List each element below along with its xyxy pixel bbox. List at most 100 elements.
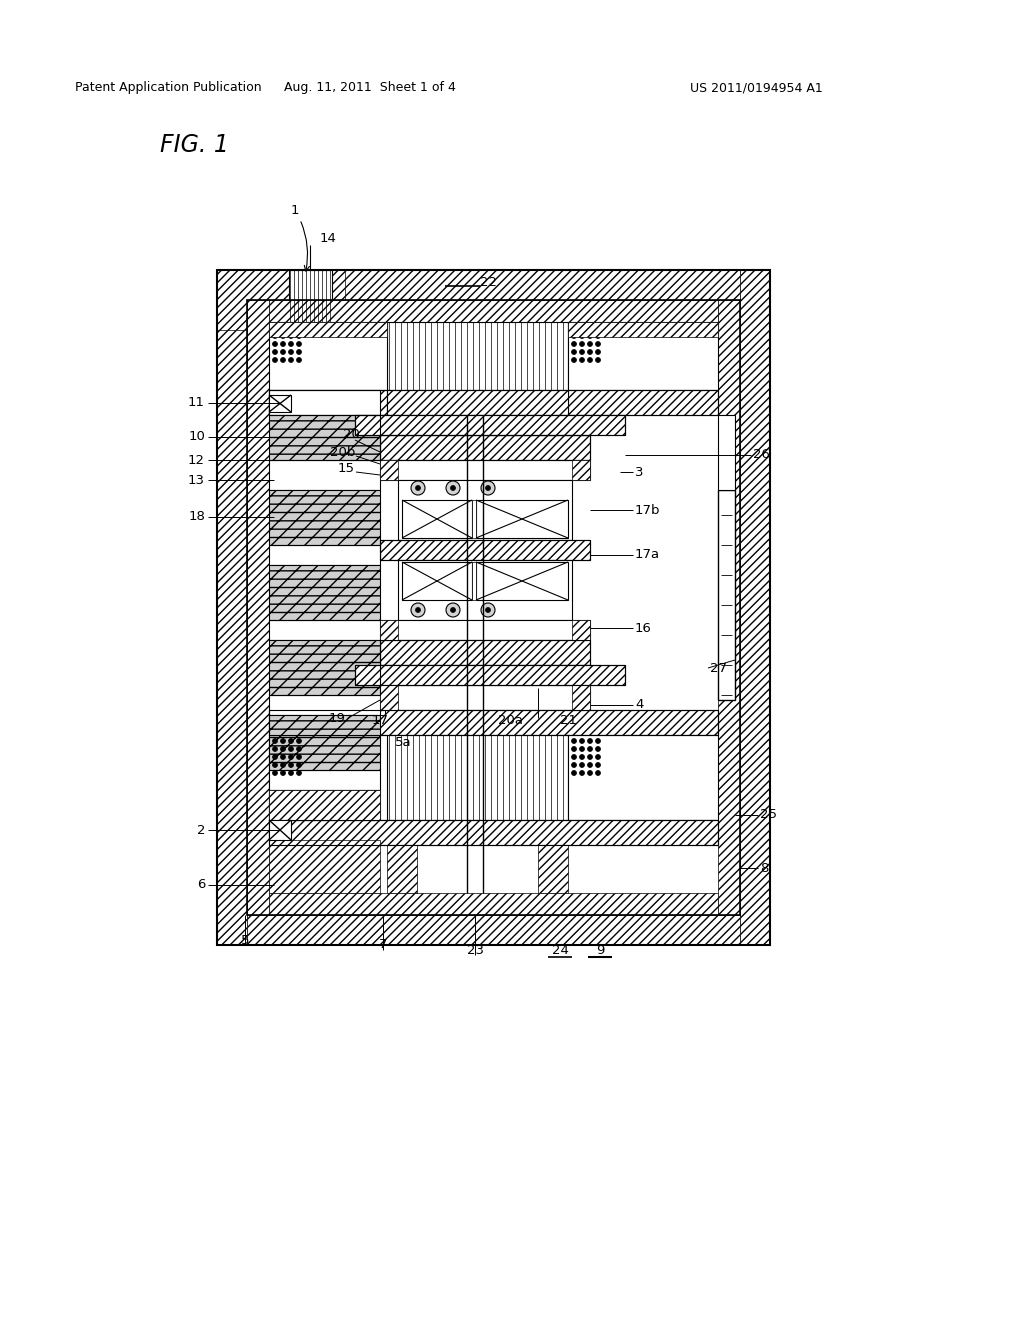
Bar	[572, 459, 590, 480]
Circle shape	[289, 747, 294, 751]
Text: 23: 23	[467, 944, 483, 957]
Bar	[269, 395, 291, 412]
Bar	[380, 685, 398, 710]
Bar	[402, 500, 472, 539]
Bar	[269, 322, 387, 389]
Circle shape	[297, 747, 301, 751]
Text: 8: 8	[760, 862, 768, 874]
Bar	[269, 565, 380, 620]
Bar	[740, 271, 770, 945]
Circle shape	[571, 350, 577, 355]
Bar	[269, 640, 380, 696]
Circle shape	[281, 326, 286, 330]
Bar	[269, 770, 380, 789]
Bar	[718, 300, 740, 915]
Bar	[380, 685, 590, 710]
Circle shape	[297, 334, 301, 338]
Bar	[718, 414, 735, 490]
Circle shape	[272, 771, 278, 776]
Text: 26: 26	[753, 449, 770, 462]
Circle shape	[289, 350, 294, 355]
Text: FIG. 1: FIG. 1	[160, 133, 229, 157]
Circle shape	[588, 342, 593, 346]
Bar	[538, 845, 568, 894]
Circle shape	[411, 480, 425, 495]
Text: 21: 21	[560, 714, 577, 726]
Bar	[387, 845, 417, 894]
Bar	[269, 820, 718, 845]
Circle shape	[289, 755, 294, 759]
Text: 12: 12	[188, 454, 205, 466]
Circle shape	[580, 358, 585, 363]
Circle shape	[281, 738, 286, 743]
Bar	[247, 915, 740, 945]
Bar	[217, 271, 345, 330]
Text: 27: 27	[710, 661, 727, 675]
Circle shape	[596, 771, 600, 776]
Circle shape	[596, 738, 600, 743]
Bar	[269, 414, 380, 459]
Bar	[472, 562, 476, 601]
Bar	[269, 820, 291, 840]
Bar	[269, 715, 380, 770]
Bar	[289, 271, 332, 330]
Bar	[269, 389, 380, 414]
Text: 4: 4	[635, 698, 643, 711]
Text: 25: 25	[760, 808, 777, 821]
Circle shape	[297, 350, 301, 355]
Circle shape	[289, 771, 294, 776]
Bar	[269, 840, 380, 894]
Text: Patent Application Publication: Patent Application Publication	[75, 82, 261, 95]
Text: 15: 15	[338, 462, 355, 474]
Bar	[247, 300, 740, 915]
Circle shape	[596, 350, 600, 355]
Bar	[476, 500, 568, 539]
Circle shape	[272, 350, 278, 355]
Text: 2: 2	[197, 824, 205, 837]
Bar	[269, 696, 380, 715]
Circle shape	[580, 326, 585, 330]
Bar	[269, 414, 380, 459]
Bar	[476, 562, 568, 601]
Bar	[269, 490, 380, 545]
Text: 10: 10	[188, 430, 205, 444]
Bar	[398, 480, 572, 540]
Text: 17: 17	[372, 714, 389, 726]
Circle shape	[580, 350, 585, 355]
Text: 20b: 20b	[330, 446, 355, 458]
Circle shape	[446, 603, 460, 616]
Bar	[247, 271, 740, 300]
Text: 17a: 17a	[635, 549, 660, 561]
Circle shape	[588, 747, 593, 751]
Text: 6: 6	[197, 879, 205, 891]
Text: US 2011/0194954 A1: US 2011/0194954 A1	[690, 82, 822, 95]
Circle shape	[481, 603, 495, 616]
Bar	[247, 300, 269, 915]
Text: 11: 11	[188, 396, 205, 409]
Text: 7: 7	[379, 939, 387, 952]
Text: 3: 3	[635, 466, 643, 479]
Circle shape	[588, 334, 593, 338]
Text: 24: 24	[552, 944, 568, 957]
Circle shape	[580, 747, 585, 751]
Bar	[217, 271, 770, 945]
Circle shape	[580, 755, 585, 759]
Bar	[355, 665, 625, 685]
Circle shape	[272, 755, 278, 759]
Bar	[380, 436, 590, 459]
Bar	[269, 300, 718, 322]
Bar	[269, 789, 380, 820]
Circle shape	[289, 763, 294, 767]
Bar	[718, 490, 735, 700]
Circle shape	[272, 738, 278, 743]
Bar	[269, 710, 718, 735]
Bar	[380, 620, 398, 640]
Circle shape	[297, 342, 301, 346]
Circle shape	[580, 738, 585, 743]
Circle shape	[297, 755, 301, 759]
Circle shape	[416, 607, 421, 612]
Circle shape	[272, 763, 278, 767]
Bar	[402, 562, 472, 601]
Bar	[269, 389, 387, 414]
Circle shape	[289, 738, 294, 743]
